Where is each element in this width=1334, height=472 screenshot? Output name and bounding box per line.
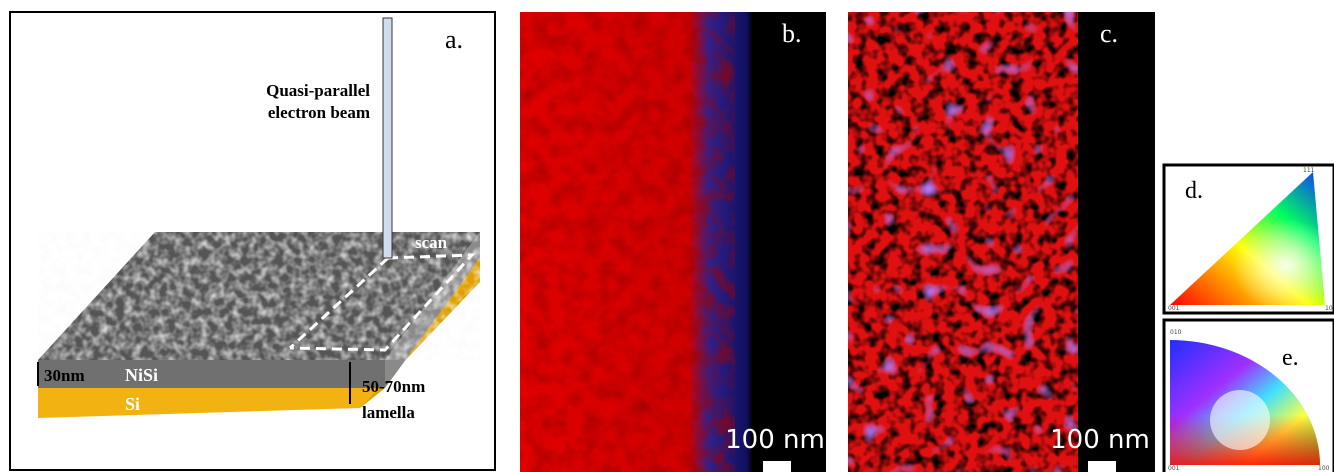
corner-label: 100 [1318,465,1330,472]
panel-label: c. [1100,19,1118,48]
lamella-label: lamella [362,403,415,422]
lamella-thickness: 50-70nm [362,377,425,396]
beam-label: Quasi-parallel [266,81,370,100]
thickness-label: 30nm [44,366,85,385]
scale-bar-label: 100 nm [1050,425,1150,455]
surface-texture [38,232,480,360]
corner-label: 010 [1170,329,1182,336]
layer-label: NiSi [125,365,158,385]
color-key-white [1210,390,1270,450]
corner-label: 001 [1168,465,1180,472]
scale-bar-label: 100 nm [725,425,825,455]
si-layer [38,388,385,418]
corner-label: 101 [1325,305,1334,312]
corner-label: 111 [1303,167,1315,174]
panel-label: b. [782,19,802,48]
map-grains [848,12,1078,472]
panel-label: e. [1282,345,1299,371]
layer-label: Si [125,394,140,414]
electron-beam [382,17,393,259]
panel-label: a. [445,25,463,54]
scan-area [289,253,476,352]
map-texture [520,12,735,472]
color-key-white [1170,172,1325,305]
scale-bar [763,461,791,472]
nisi-layer [38,360,385,388]
scan-line [288,256,390,350]
nisi-side [385,232,480,388]
scale-bar [1088,461,1116,472]
beam-label: electron beam [268,103,370,122]
panel-label: d. [1185,178,1203,204]
scan-label: scan [415,233,448,252]
corner-label: 001 [1168,305,1180,312]
